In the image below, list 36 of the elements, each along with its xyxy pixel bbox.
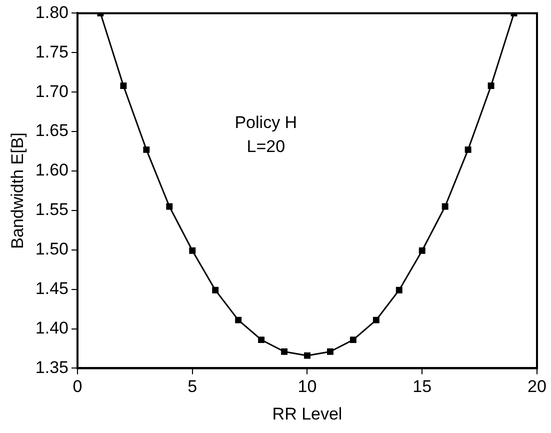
x-tick-label: 10 — [298, 377, 317, 396]
point — [281, 348, 288, 355]
point — [396, 286, 402, 294]
annotation: L=20 — [246, 137, 286, 156]
y-tick-label: 1.65 — [35, 121, 68, 140]
point — [235, 316, 242, 324]
point — [166, 203, 173, 210]
y-tick-label: 1.35 — [35, 358, 68, 377]
x-tick-label: 5 — [188, 377, 198, 396]
y-tick-label: 1.50 — [35, 240, 68, 259]
x-tick-label: 15 — [412, 377, 432, 396]
point — [212, 286, 219, 294]
y-tick-label: 1.75 — [35, 42, 68, 62]
point — [304, 352, 310, 359]
point — [258, 336, 265, 344]
x-axis-title: RR Level — [272, 404, 342, 424]
point — [120, 82, 127, 90]
point — [418, 247, 426, 254]
point — [189, 247, 196, 254]
point — [326, 348, 334, 355]
point — [442, 203, 448, 210]
annotation: Policy H — [234, 113, 298, 132]
y-axis-title: Bandwidth E[B] — [8, 132, 27, 249]
y-tick-label: 1.40 — [35, 318, 68, 338]
point — [143, 146, 150, 153]
point — [372, 316, 380, 324]
point — [488, 82, 494, 90]
y-tick-label: 1.60 — [35, 160, 68, 180]
x-tick-label: 20 — [528, 377, 546, 396]
x-tick-label: 0 — [72, 377, 82, 396]
point — [350, 336, 356, 344]
point — [464, 146, 472, 153]
y-tick-label: 1.80 — [35, 2, 68, 22]
y-tick-label: 1.55 — [35, 200, 68, 220]
y-tick-label: 1.70 — [35, 82, 68, 101]
y-tick-label: 1.45 — [35, 279, 68, 298]
